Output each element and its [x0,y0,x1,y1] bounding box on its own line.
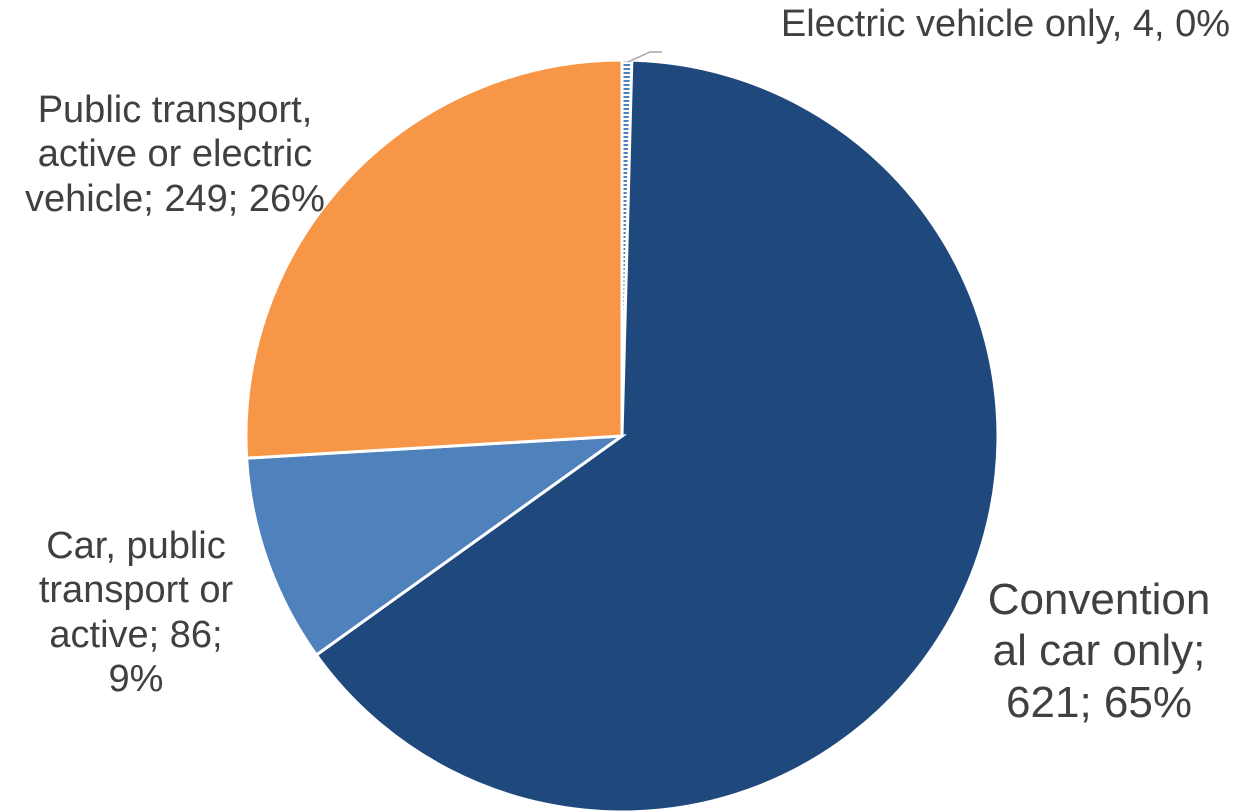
slice-label-public-transport-active-ev: Public transport, active or electric veh… [25,89,325,220]
pie-slice-conventional-car-only [314,58,1000,812]
slice-label-conventional-car: Convention al car only; 621; 65% [987,575,1211,727]
pie-slice-public-transport-active-or-electric-vehicle [244,58,624,460]
slice-label-electric-vehicle: Electric vehicle only, 4, 0% [780,3,1230,45]
pie-slice-car-public-transport-or-active [245,434,628,658]
electric-vehicle-leader-line [627,51,662,63]
slice-label-car-public-active: Car, public transport or active; 86; 9% [38,525,234,701]
